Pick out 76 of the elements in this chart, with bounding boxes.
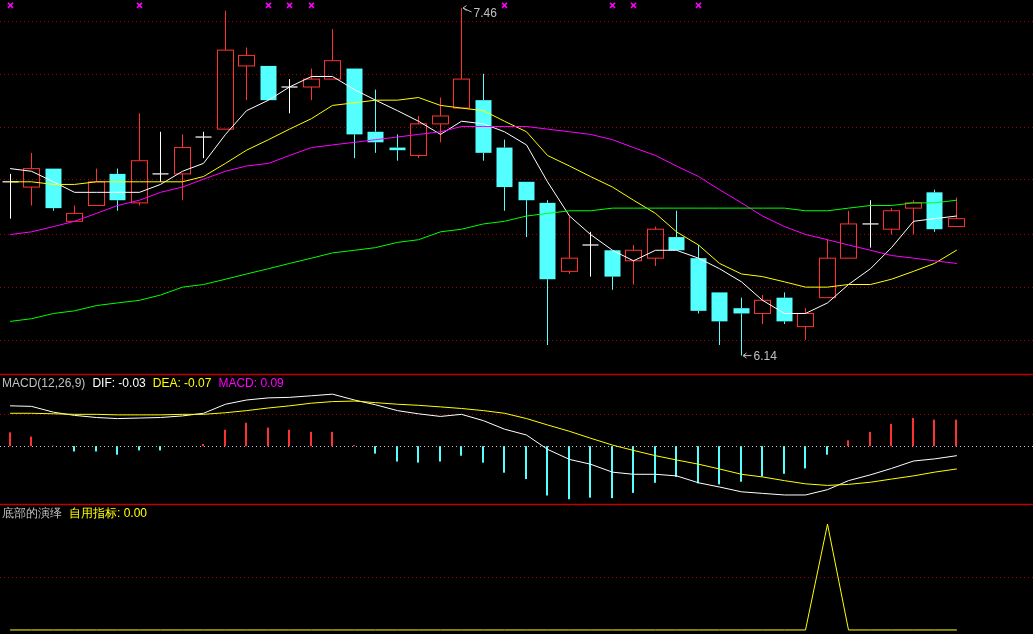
text: DIF: -0.03 [92, 376, 147, 390]
candlestick [453, 7, 470, 109]
candlestick [260, 65, 277, 101]
bar [761, 446, 763, 477]
bar [30, 436, 32, 447]
candlestick [861, 199, 880, 249]
bar [159, 446, 161, 451]
candlestick [604, 250, 621, 291]
candlestick [432, 97, 449, 143]
bar [73, 446, 75, 452]
annotation: 7.46 [473, 5, 498, 20]
candlestick [711, 292, 728, 346]
bar [632, 446, 634, 493]
candlestick [948, 197, 965, 228]
bar [224, 429, 226, 447]
candlestick [668, 210, 685, 251]
candlestick [625, 244, 642, 285]
bar [503, 446, 505, 473]
annotation: 6.14 [753, 349, 778, 364]
text: MACD: 0.09 [218, 376, 285, 390]
bar [9, 432, 11, 447]
candlestick [88, 168, 105, 206]
bar [138, 446, 140, 451]
candlestick [109, 168, 126, 212]
bar [847, 440, 849, 447]
bar [697, 446, 699, 484]
bar [804, 446, 806, 469]
candlestick [23, 152, 40, 206]
candlestick [217, 10, 234, 130]
candlestick [45, 168, 62, 212]
bar [783, 446, 785, 474]
bar [310, 431, 312, 447]
bar [718, 446, 720, 485]
bar [611, 446, 613, 499]
bar [869, 431, 871, 447]
bar [267, 427, 269, 447]
bar [288, 429, 290, 447]
bar [460, 446, 462, 456]
chart-title: 底部的演绎 [2, 506, 62, 520]
candlestick [733, 297, 750, 357]
candlestick [819, 239, 836, 299]
bar [525, 446, 527, 480]
candlestick [324, 28, 341, 80]
bar [890, 423, 892, 447]
candlestick [174, 133, 191, 201]
candlestick [776, 291, 793, 325]
series-label: DEA: -0.07 [152, 376, 212, 390]
bar [568, 446, 570, 500]
bar [245, 422, 247, 447]
bar [396, 446, 398, 462]
bar [654, 446, 656, 483]
candlestick [539, 199, 556, 346]
candlestick [475, 73, 492, 162]
chart-title: MACD(12,26,9) [2, 376, 86, 390]
bar [202, 444, 204, 447]
bar [546, 446, 548, 496]
candlestick [346, 68, 363, 159]
bar [482, 446, 484, 463]
bar [374, 446, 376, 454]
bar [331, 431, 333, 447]
candlestick [797, 307, 814, 341]
bar [675, 446, 677, 477]
bar [589, 446, 591, 498]
bar [439, 446, 441, 462]
bar [955, 419, 957, 447]
bar [826, 446, 828, 455]
candlestick [496, 139, 513, 212]
bar [417, 446, 419, 463]
bar [912, 418, 914, 447]
bar [116, 446, 118, 455]
candlestick [840, 210, 857, 259]
bar [740, 446, 742, 482]
candlestick [518, 181, 535, 238]
bar [933, 419, 935, 447]
bar [95, 446, 97, 452]
text: 自用指标: 0.00 [69, 506, 148, 520]
